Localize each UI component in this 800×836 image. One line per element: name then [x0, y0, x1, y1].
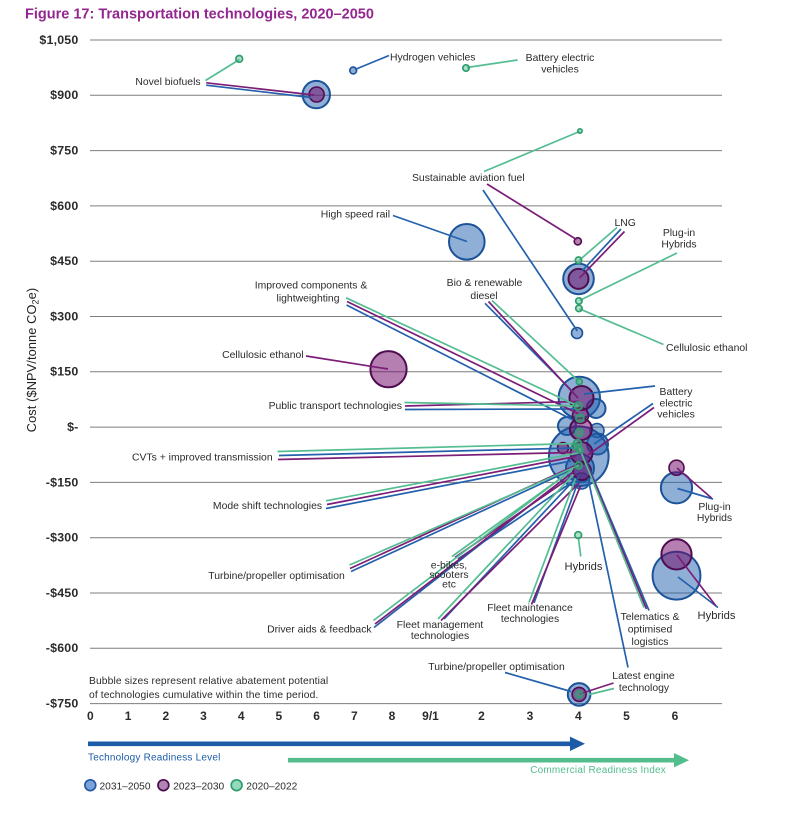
- svg-text:$150: $150: [50, 365, 78, 379]
- svg-text:5: 5: [623, 709, 630, 723]
- svg-text:$300: $300: [50, 309, 78, 323]
- svg-text:$900: $900: [50, 88, 78, 102]
- svg-text:Hybrids: Hybrids: [697, 513, 732, 524]
- svg-text:5: 5: [276, 709, 283, 723]
- svg-text:Improved components &: Improved components &: [255, 281, 368, 292]
- svg-text:-$750: -$750: [46, 697, 79, 711]
- svg-text:Hydrogen vehicles: Hydrogen vehicles: [390, 53, 475, 64]
- svg-text:Figure 17: Transportation tech: Figure 17: Transportation technologies, …: [25, 7, 374, 23]
- svg-text:Turbine/propeller optimisation: Turbine/propeller optimisation: [428, 662, 565, 673]
- svg-text:$600: $600: [50, 199, 78, 213]
- svg-text:Plug-in: Plug-in: [698, 502, 731, 513]
- svg-text:electric: electric: [660, 398, 693, 409]
- svg-text:9/1: 9/1: [422, 709, 439, 723]
- svg-text:Bubble sizes represent relativ: Bubble sizes represent relative abatemen…: [89, 676, 328, 687]
- svg-text:lightweighting: lightweighting: [277, 294, 340, 305]
- svg-text:Technology Readiness Level: Technology Readiness Level: [88, 753, 221, 764]
- svg-text:Hybrids: Hybrids: [698, 610, 736, 622]
- svg-text:Hybrids: Hybrids: [661, 240, 696, 251]
- svg-text:$-: $-: [67, 420, 78, 434]
- svg-text:Cost ($NPV/tonne CO2e): Cost ($NPV/tonne CO2e): [24, 288, 41, 433]
- svg-text:2023–2030: 2023–2030: [173, 781, 224, 792]
- svg-text:High speed rail: High speed rail: [321, 210, 390, 221]
- svg-text:of technologies cumulative wit: of technologies cumulative within the ti…: [89, 690, 318, 701]
- svg-text:2: 2: [478, 709, 485, 723]
- svg-text:Battery: Battery: [660, 387, 694, 398]
- svg-text:2: 2: [162, 709, 169, 723]
- svg-text:Public transport technologies: Public transport technologies: [269, 401, 402, 412]
- svg-text:e-bikes,: e-bikes,: [431, 560, 467, 571]
- svg-text:4: 4: [238, 709, 245, 723]
- svg-text:Cellulosic ethanol: Cellulosic ethanol: [222, 350, 303, 361]
- svg-text:4: 4: [575, 709, 582, 723]
- svg-text:2020–2022: 2020–2022: [246, 781, 297, 792]
- svg-text:CVTs + improved transmission: CVTs + improved transmission: [132, 452, 273, 463]
- svg-text:Fleet management: Fleet management: [397, 620, 484, 631]
- svg-text:Telematics &: Telematics &: [621, 612, 680, 623]
- svg-text:7: 7: [351, 709, 358, 723]
- svg-text:Fleet maintenance: Fleet maintenance: [487, 603, 573, 614]
- svg-text:logistics: logistics: [632, 637, 669, 648]
- svg-text:Sustainable aviation fuel: Sustainable aviation fuel: [412, 173, 525, 184]
- svg-text:technologies: technologies: [411, 631, 469, 642]
- svg-text:vehicles: vehicles: [657, 410, 695, 421]
- svg-text:Turbine/propeller optimisation: Turbine/propeller optimisation: [208, 571, 345, 582]
- svg-text:optimised: optimised: [628, 625, 673, 636]
- svg-text:0: 0: [87, 709, 94, 723]
- svg-text:$450: $450: [50, 254, 78, 268]
- svg-text:scooters: scooters: [429, 570, 468, 581]
- svg-text:-$300: -$300: [46, 531, 79, 545]
- svg-text:2031–2050: 2031–2050: [100, 781, 151, 792]
- svg-text:Plug-in: Plug-in: [663, 228, 696, 239]
- svg-text:-$150: -$150: [46, 475, 79, 489]
- svg-text:Hybrids: Hybrids: [565, 561, 603, 573]
- svg-text:1: 1: [125, 709, 132, 723]
- svg-text:$1,050: $1,050: [39, 33, 78, 47]
- svg-text:3: 3: [200, 709, 207, 723]
- svg-text:6: 6: [672, 709, 679, 723]
- svg-text:$750: $750: [50, 144, 78, 158]
- svg-text:-$450: -$450: [46, 586, 79, 600]
- svg-text:6: 6: [313, 709, 320, 723]
- svg-text:Latest engine: Latest engine: [612, 671, 675, 682]
- svg-text:Mode shift technologies: Mode shift technologies: [213, 501, 322, 512]
- svg-text:3: 3: [527, 709, 534, 723]
- svg-text:Battery electric: Battery electric: [526, 53, 595, 64]
- svg-text:Bio & renewable: Bio & renewable: [447, 278, 523, 289]
- svg-text:Cellulosic ethanol: Cellulosic ethanol: [666, 343, 747, 354]
- svg-text:-$600: -$600: [46, 641, 79, 655]
- svg-text:8: 8: [389, 709, 396, 723]
- svg-text:Commercial Readiness Index: Commercial Readiness Index: [530, 765, 666, 776]
- svg-text:technologies: technologies: [501, 614, 559, 625]
- svg-text:Driver aids & feedback: Driver aids & feedback: [267, 625, 372, 636]
- svg-text:LNG: LNG: [615, 218, 636, 229]
- svg-text:vehicles: vehicles: [541, 65, 579, 76]
- svg-text:Novel biofuels: Novel biofuels: [135, 77, 200, 88]
- svg-text:technology: technology: [619, 683, 670, 694]
- svg-text:etc: etc: [442, 579, 456, 590]
- svg-text:diesel: diesel: [470, 291, 497, 302]
